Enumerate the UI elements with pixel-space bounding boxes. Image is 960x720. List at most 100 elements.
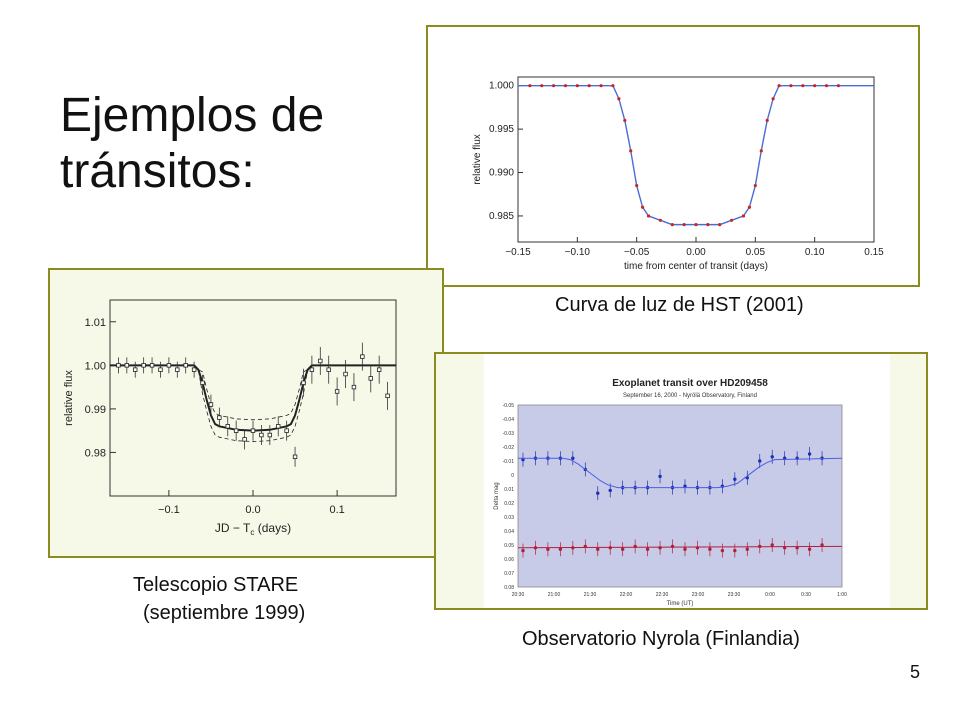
hst-data-point xyxy=(771,97,775,101)
nyrola-x-tick-label: 22:30 xyxy=(656,592,669,598)
nyrola-data-point xyxy=(658,546,662,550)
nyrola-data-point xyxy=(770,543,774,547)
nyrola-y-tick-label: -0.01 xyxy=(503,459,515,465)
stare-data-point xyxy=(191,367,197,372)
nyrola-y-tick-label: 0.07 xyxy=(504,571,514,577)
hst-y-axis-label: relative flux xyxy=(472,134,483,185)
hst-data-point xyxy=(563,84,568,88)
hst-x-tick-label: −0.05 xyxy=(624,247,650,258)
hst-model-line xyxy=(518,84,874,226)
stare-data-point xyxy=(360,354,365,359)
hst-data-point xyxy=(623,118,627,123)
stare-chart-frame: −0.1 0.0 0.1 0.98 0.99 1.00 1.01 JD − Tc (days)… xyxy=(48,268,444,558)
nyrola-title: Exoplanet transit over HD209458 xyxy=(612,378,768,389)
hst-y-tick-label: 0.985 xyxy=(489,211,514,222)
stare-data-point xyxy=(183,363,188,368)
hst-data-point xyxy=(540,84,544,88)
stare-lower-envelope xyxy=(110,364,396,442)
stare-data-point xyxy=(133,367,138,372)
hst-data-point xyxy=(682,223,686,227)
hst-data-point xyxy=(587,84,591,88)
hst-data-point xyxy=(575,84,579,88)
stare-data-point xyxy=(343,371,348,377)
hst-data-point xyxy=(706,223,710,227)
hst-data-point xyxy=(552,84,556,88)
nyrola-x-tick-label: 0:00 xyxy=(765,592,775,598)
hst-x-tick-label: −0.10 xyxy=(565,247,591,258)
nyrola-data-point xyxy=(683,547,687,551)
hst-data-point xyxy=(641,205,645,209)
hst-data-point xyxy=(813,84,817,88)
stare-y-axis-label: relative flux xyxy=(63,370,75,426)
nyrola-chart-frame: Exoplanet transit over HD209458 September… xyxy=(434,352,928,610)
stare-data-point xyxy=(292,454,298,459)
nyrola-x-axis-label: Time (UT) xyxy=(667,601,694,607)
nyrola-data-point xyxy=(620,547,625,551)
nyrola-data-point xyxy=(807,547,812,551)
hst-data-point xyxy=(741,214,746,218)
nyrola-data-point xyxy=(758,459,762,463)
page-number: 5 xyxy=(909,662,920,682)
stare-data-point xyxy=(141,363,146,368)
stare-data-point xyxy=(116,363,121,368)
nyrola-data-point xyxy=(596,547,600,551)
stare-data-point xyxy=(124,363,130,368)
stare-y-tick-label: 0.99 xyxy=(85,404,106,416)
hst-data-point xyxy=(730,218,734,222)
nyrola-caption: Observatorio Nyrola (Finlandia) xyxy=(522,628,800,650)
hst-data-point xyxy=(747,205,751,209)
stare-y-tick-label: 0.98 xyxy=(85,447,106,459)
nyrola-data-point xyxy=(645,547,650,551)
hst-x-tick-label: 0.05 xyxy=(746,247,766,258)
stare-data-point xyxy=(217,415,222,420)
nyrola-x-tick-label: 0:30 xyxy=(801,592,811,598)
hst-caption: Curva de luz de HST (2001) xyxy=(555,294,804,316)
stare-data-point xyxy=(276,424,281,429)
nyrola-y-tick-label: -0.05 xyxy=(503,403,515,409)
hst-data-point xyxy=(753,183,757,188)
stare-x-tick-label: −0.1 xyxy=(158,504,180,516)
nyrola-y-tick-label: 0.08 xyxy=(504,585,514,591)
nyrola-data-point xyxy=(546,547,550,551)
nyrola-x-tick-label: 22:00 xyxy=(620,592,633,598)
hst-data-point xyxy=(599,84,603,88)
nyrola-y-tick-label: 0.06 xyxy=(504,557,514,563)
hst-y-tick-label: 0.995 xyxy=(489,124,514,135)
nyrola-y-tick-label: -0.04 xyxy=(503,417,515,423)
nyrola-x-tick-label: 23:00 xyxy=(692,592,705,598)
nyrola-x-tick-label: 20:30 xyxy=(512,592,525,598)
hst-data-point xyxy=(718,223,722,227)
hst-y-tick-label: 0.990 xyxy=(489,168,514,179)
nyrola-data-point xyxy=(571,456,575,460)
stare-upper-envelope xyxy=(110,364,396,421)
stare-data-point xyxy=(149,363,155,368)
stare-data-point xyxy=(208,402,214,407)
stare-plot-area xyxy=(109,299,397,497)
nyrola-data-point xyxy=(807,452,812,456)
nyrola-y-tick-label: 0 xyxy=(511,473,514,479)
stare-y-tick-label: 1.00 xyxy=(85,360,106,372)
nyrola-data-point xyxy=(558,547,563,551)
nyrola-y-tick-label: 0.03 xyxy=(504,515,514,521)
slide-title: Ejemplos de tránsitos: xyxy=(60,89,325,198)
stare-data-point xyxy=(385,393,390,399)
stare-x-tick-label: 0.1 xyxy=(329,504,344,516)
hst-data-point xyxy=(658,218,662,222)
hst-data-point xyxy=(824,84,829,88)
hst-data-point xyxy=(836,84,840,88)
stare-data-point xyxy=(175,367,180,372)
nyrola-chart: Exoplanet transit over HD209458 September… xyxy=(484,354,890,608)
stare-chart: −0.1 0.0 0.1 0.98 0.99 1.00 1.01 JD − Tc (days)… xyxy=(63,299,397,537)
stare-data-point xyxy=(242,437,247,442)
nyrola-data-point xyxy=(596,491,600,495)
nyrola-data-point xyxy=(770,455,774,459)
stare-caption-line1: Telescopio STARE xyxy=(133,574,299,596)
nyrola-data-point xyxy=(733,548,737,553)
hst-data-point xyxy=(629,149,633,153)
hst-chart-frame: −0.15 −0.10 −0.05 0.00 0.05 0.10 0.15 0.985 0.99… xyxy=(426,25,920,287)
nyrola-data-point xyxy=(658,474,662,479)
stare-data-point xyxy=(368,376,373,381)
hst-x-tick-label: 0.00 xyxy=(686,247,706,258)
nyrola-data-point xyxy=(521,548,525,553)
hst-data-point xyxy=(611,84,615,88)
